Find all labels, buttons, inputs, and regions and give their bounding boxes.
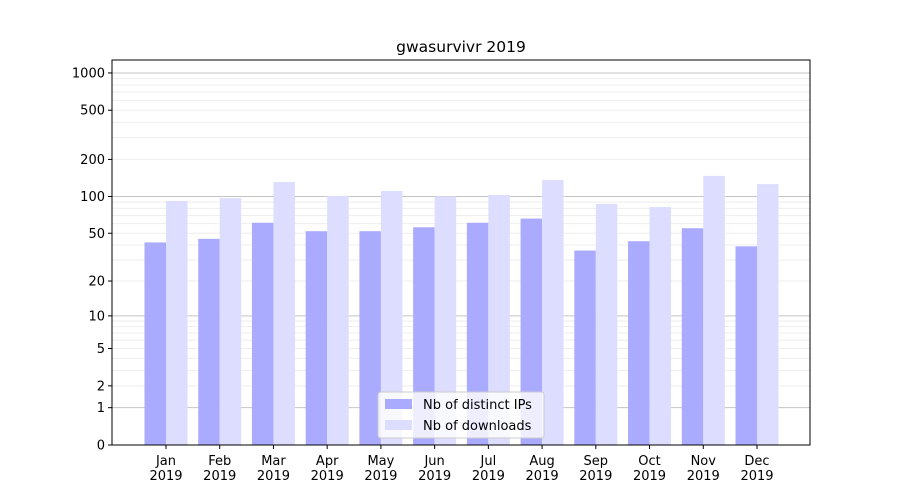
- y-tick-label: 1: [97, 401, 105, 416]
- bar-distinct-ips: [144, 242, 166, 445]
- bar-distinct-ips: [520, 218, 543, 445]
- y-tick-label: 20: [88, 275, 105, 290]
- x-tick-label: Jun: [423, 454, 444, 469]
- x-tick-label: Apr: [316, 454, 339, 469]
- x-tick-label: 2019: [740, 469, 773, 484]
- bar-distinct-ips: [305, 231, 328, 445]
- x-tick-label: 2019: [687, 469, 720, 484]
- y-tick-label: 5: [97, 342, 105, 357]
- x-tick-label: 2019: [364, 469, 397, 484]
- x-tick-label: Jul: [480, 454, 497, 469]
- bar-distinct-ips: [735, 246, 757, 445]
- legend-box: [377, 391, 545, 439]
- bar-downloads: [757, 184, 779, 445]
- x-tick-label: 2019: [526, 469, 559, 484]
- legend-swatch: [385, 399, 412, 409]
- x-tick-label: 2019: [149, 469, 182, 484]
- bar-downloads: [488, 194, 510, 445]
- bar-downloads: [595, 203, 618, 445]
- bar-distinct-ips: [466, 222, 489, 445]
- bar-distinct-ips: [628, 241, 650, 445]
- bar-downloads: [166, 200, 188, 445]
- legend-label: Nb of downloads: [423, 419, 532, 434]
- x-tick-label: 2019: [257, 469, 290, 484]
- y-tick-label: 50: [88, 227, 105, 242]
- y-tick-label: 100: [80, 190, 105, 205]
- x-tick-label: Sep: [584, 454, 609, 469]
- bar-downloads: [380, 190, 403, 445]
- bar-distinct-ips: [359, 231, 381, 445]
- bar-distinct-ips: [413, 227, 435, 445]
- bar-distinct-ips: [681, 228, 704, 445]
- bar-distinct-ips: [574, 250, 596, 445]
- bar-downloads: [219, 198, 242, 445]
- bar-distinct-ips: [198, 238, 220, 445]
- y-tick-label: 500: [80, 104, 105, 119]
- y-tick-label: 0: [97, 439, 105, 454]
- legend-label: Nb of distinct IPs: [423, 398, 532, 413]
- x-tick-label: 2019: [633, 469, 666, 484]
- y-tick-label: 10: [88, 309, 105, 324]
- chart-title: gwasurvivr 2019: [396, 38, 526, 56]
- x-tick-label: 2019: [472, 469, 505, 484]
- bar-downloads: [649, 207, 672, 445]
- bar-distinct-ips: [251, 222, 274, 445]
- x-tick-label: 2019: [203, 469, 236, 484]
- x-tick-label: Dec: [744, 454, 769, 469]
- y-tick-label: 2: [97, 379, 105, 394]
- bar-downloads: [273, 182, 295, 445]
- x-tick-label: Aug: [529, 454, 554, 469]
- y-tick-label: 1000: [72, 66, 105, 81]
- x-tick-label: Mar: [261, 454, 286, 469]
- x-tick-label: May: [367, 454, 394, 469]
- x-tick-label: Nov: [691, 454, 717, 469]
- bar-downloads: [542, 180, 564, 446]
- x-tick-label: 2019: [311, 469, 344, 484]
- legend-swatch: [385, 420, 412, 430]
- x-tick-label: Oct: [638, 454, 660, 469]
- x-tick-label: 2019: [418, 469, 451, 484]
- plot-frame: [111, 59, 811, 446]
- x-tick-label: 2019: [579, 469, 612, 484]
- x-tick-label: Feb: [208, 454, 231, 469]
- bar-downloads: [434, 196, 457, 445]
- x-tick-label: Jan: [155, 454, 176, 469]
- bar-downloads: [703, 175, 725, 445]
- y-tick-label: 200: [80, 153, 105, 168]
- bar-downloads: [327, 195, 349, 445]
